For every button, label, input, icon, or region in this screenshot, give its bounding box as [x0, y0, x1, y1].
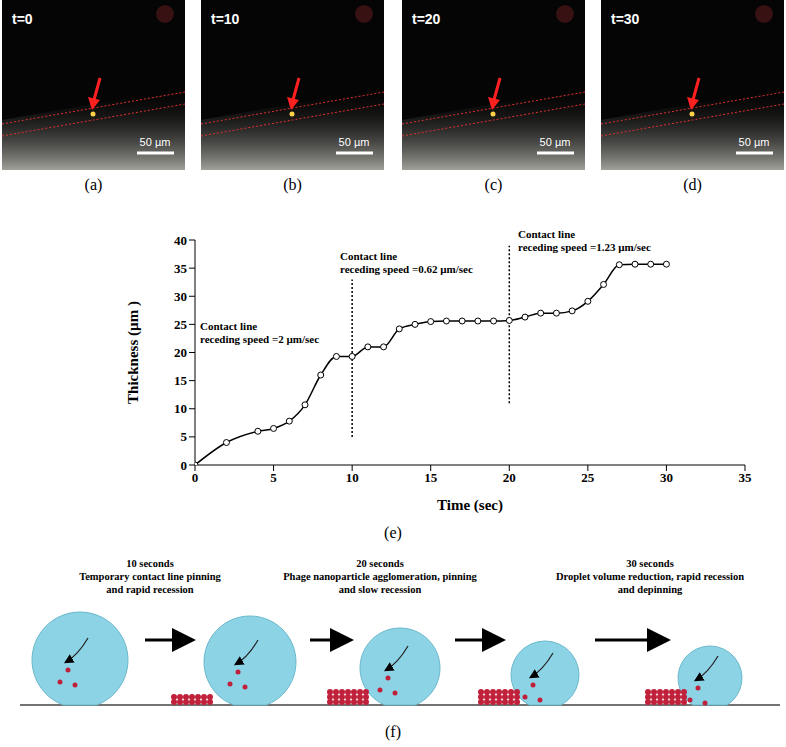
svg-text:30 secondsDroplet volume reduc: 30 secondsDroplet volume reduction, rapi…: [556, 558, 744, 595]
html-text:receding speed =0.62 µm/sec: receding speed =0.62 µm/sec: [340, 263, 473, 275]
svg-text:t=0: t=0: [12, 11, 33, 27]
html-text:(a): (a): [84, 176, 103, 193]
svg-text:35: 35: [739, 470, 753, 485]
svg-text:t=30: t=30: [611, 11, 640, 27]
svg-text:5: 5: [181, 429, 188, 444]
svg-text:t=20: t=20: [412, 11, 441, 27]
html-text:receding speed =2 µm/sec: receding speed =2 µm/sec: [200, 333, 319, 345]
svg-text:20: 20: [174, 345, 187, 360]
svg-text:10: 10: [174, 401, 187, 416]
html-text:(c): (c): [484, 176, 503, 193]
svg-text:25: 25: [174, 317, 188, 332]
svg-text:10 secondsTemporary contact li: 10 secondsTemporary contact line pinning…: [79, 558, 221, 595]
html-text:(d): (d): [683, 176, 702, 193]
svg-text:50 µm: 50 µm: [339, 136, 370, 148]
html-text:Contact line: Contact line: [518, 228, 576, 240]
svg-text:30: 30: [174, 289, 187, 304]
svg-text:(f): (f): [385, 723, 401, 741]
html-text:Contact line: Contact line: [340, 250, 398, 262]
svg-text:50 µm: 50 µm: [739, 136, 770, 148]
svg-text:20: 20: [503, 470, 516, 485]
svg-text:30: 30: [660, 470, 673, 485]
svg-text:Thickness (µm ): Thickness (µm ): [125, 301, 142, 404]
svg-text:5: 5: [270, 470, 277, 485]
svg-text:15: 15: [424, 470, 438, 485]
svg-text:50 µm: 50 µm: [540, 136, 571, 148]
svg-text:20 secondsPhage nanoparticle a: 20 secondsPhage nanoparticle agglomerati…: [283, 558, 477, 595]
html-text:receding speed =1.23 µm/sec: receding speed =1.23 µm/sec: [518, 241, 651, 253]
svg-text:25: 25: [581, 470, 595, 485]
svg-text:40: 40: [174, 233, 187, 248]
svg-text:Time (sec): Time (sec): [437, 497, 503, 514]
svg-text:15: 15: [174, 373, 188, 388]
html-text:(b): (b): [283, 176, 302, 193]
svg-text:t=10: t=10: [211, 11, 240, 27]
svg-text:10: 10: [346, 470, 359, 485]
html-text:Contact line: Contact line: [200, 320, 258, 332]
svg-text:0: 0: [181, 458, 188, 473]
svg-text:0: 0: [192, 470, 199, 485]
svg-text:50 µm: 50 µm: [140, 136, 171, 148]
html-text:(e): (e): [384, 524, 402, 541]
svg-text:35: 35: [174, 261, 188, 276]
